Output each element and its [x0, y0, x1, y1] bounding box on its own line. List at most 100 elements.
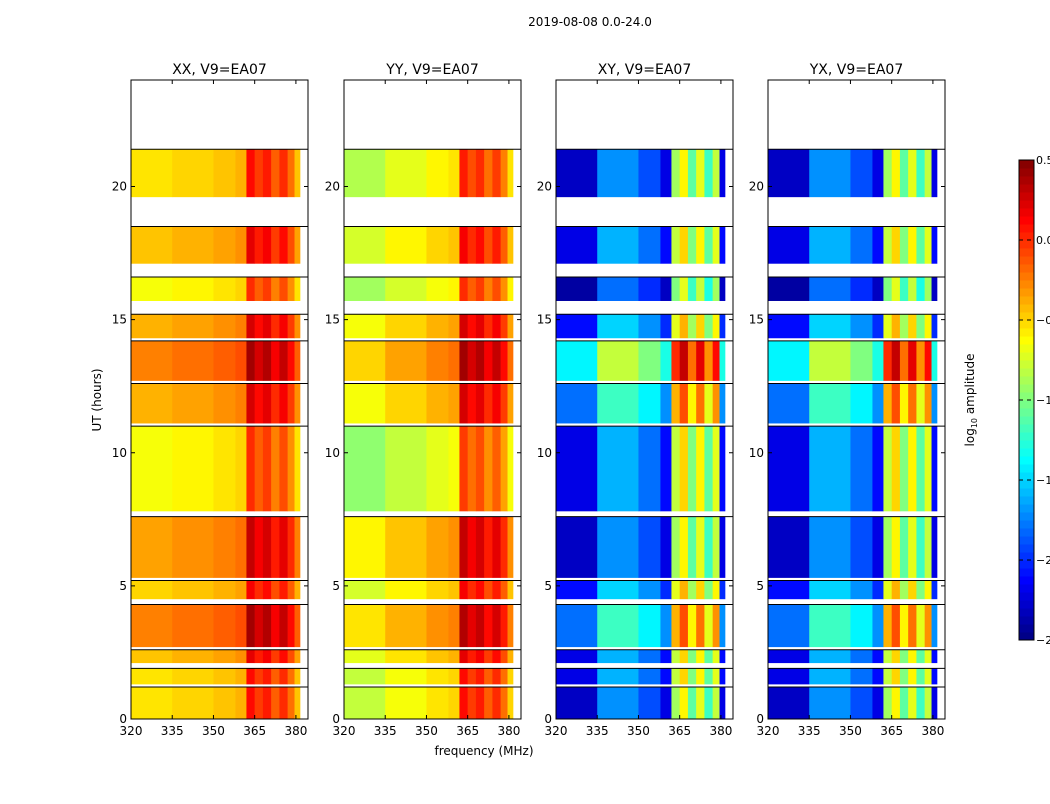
heatmap-cell [484, 340, 493, 381]
heatmap-cell [597, 580, 639, 600]
heatmap-cell [254, 340, 264, 381]
heatmap-cell [172, 383, 214, 424]
heatmap-cell [768, 149, 810, 198]
heatmap-cell [679, 340, 689, 381]
colorbar-segment [1019, 224, 1034, 233]
heatmap-cell [556, 649, 598, 664]
heatmap-cell [484, 516, 493, 578]
heatmap-cell [448, 580, 460, 600]
heatmap-cell [916, 426, 925, 512]
heatmap-cell [131, 277, 173, 301]
heatmap-cell [850, 314, 873, 339]
heatmap-cell [131, 668, 173, 685]
heatmap-cell [638, 226, 661, 264]
heatmap-cell [467, 604, 477, 648]
heatmap-cell [809, 383, 851, 424]
heatmap-cell [696, 340, 705, 381]
heatmap-cell [131, 687, 173, 719]
heatmap-cell [719, 687, 726, 719]
colorbar-segment [1019, 608, 1034, 617]
heatmap-cell [899, 687, 909, 719]
heatmap-cell [344, 649, 386, 664]
heatmap-cell [883, 516, 892, 578]
heatmap-cell [924, 649, 932, 664]
heatmap-cell [931, 277, 938, 301]
heatmap-cell [467, 516, 477, 578]
heatmap-cell [660, 340, 672, 381]
panel-3: YX, V9=EA07 320 335 350 365 380 0 5 10 15 20 [749, 62, 946, 738]
heatmap-cell [696, 383, 705, 424]
y-tick-label: 5 [119, 579, 127, 593]
y-tick-label: 0 [332, 712, 340, 726]
heatmap-cell [507, 604, 514, 648]
heatmap-cell [809, 314, 851, 339]
heatmap-cell [891, 340, 901, 381]
heatmap-cell [696, 516, 705, 578]
heatmap-cell [287, 226, 295, 264]
heatmap-cell [262, 580, 272, 600]
heatmap-cell [908, 604, 917, 648]
heatmap-cell [385, 516, 427, 578]
heatmap-cell [500, 649, 508, 664]
heatmap-cell [883, 668, 892, 685]
panel-title: YY, V9=EA07 [385, 62, 478, 78]
heatmap-cell [459, 340, 468, 381]
heatmap-cell [850, 149, 873, 198]
heatmap-cell [719, 149, 726, 198]
colorbar-segment [1019, 168, 1034, 177]
heatmap-cell [931, 314, 938, 339]
colorbar-segment [1019, 304, 1034, 313]
heatmap-cell [850, 426, 873, 512]
heatmap-cell [507, 314, 514, 339]
heatmap-cell [687, 649, 697, 664]
colorbar-tick-label: −0.5 [1036, 314, 1050, 327]
heatmap-cell [467, 687, 477, 719]
heatmap-cell [679, 516, 689, 578]
heatmap-cell [172, 277, 214, 301]
heatmap-cell [931, 149, 938, 198]
heatmap-cell [131, 226, 173, 264]
heatmap-cell [459, 580, 468, 600]
colorbar-segment [1019, 520, 1034, 529]
heatmap-cell [768, 340, 810, 381]
heatmap-cell [712, 149, 720, 198]
colorbar-segment [1019, 496, 1034, 505]
heatmap-cell [426, 383, 449, 424]
colorbar-segment [1019, 480, 1034, 489]
heatmap-cell [344, 687, 386, 719]
heatmap-cell [899, 516, 909, 578]
heatmap-cell [500, 383, 508, 424]
heatmap-cell [850, 516, 873, 578]
heatmap-cell [459, 649, 468, 664]
heatmap-cell [235, 426, 247, 512]
heatmap-cell [262, 314, 272, 339]
colorbar-segment [1019, 624, 1034, 633]
heatmap-cell [916, 516, 925, 578]
heatmap-cell [931, 580, 938, 600]
heatmap-cell [660, 149, 672, 198]
heatmap-cell [872, 226, 884, 264]
heatmap-cell [556, 277, 598, 301]
heatmap-cell [385, 604, 427, 648]
heatmap-cell [687, 580, 697, 600]
heatmap-cell [131, 383, 173, 424]
heatmap-cell [597, 426, 639, 512]
heatmap-cell [638, 516, 661, 578]
colorbar-segment [1019, 560, 1034, 569]
heatmap-cell [484, 668, 493, 685]
heatmap-cell [294, 277, 301, 301]
heatmap-cell [344, 580, 386, 600]
heatmap-cell [679, 687, 689, 719]
heatmap-cell [696, 426, 705, 512]
heatmap-cell [279, 426, 288, 512]
heatmap-cell [271, 383, 280, 424]
heatmap-cell [768, 649, 810, 664]
heatmap-cell [916, 226, 925, 264]
heatmap-cell [660, 314, 672, 339]
y-tick-label: 20 [112, 180, 127, 194]
heatmap-cell [279, 149, 288, 198]
x-tick-label: 335 [586, 724, 609, 738]
colorbar-segment [1019, 544, 1034, 553]
heatmap-cell [556, 314, 598, 339]
